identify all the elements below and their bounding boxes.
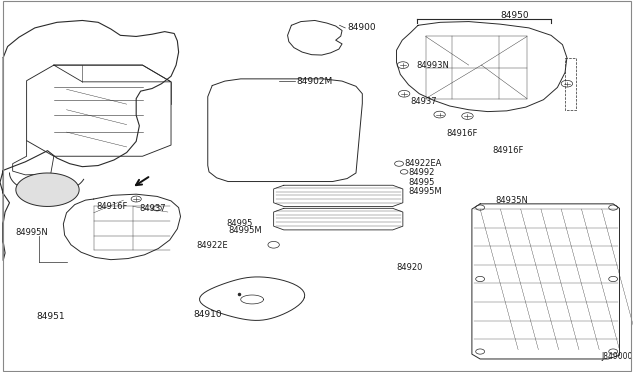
Polygon shape [16, 173, 79, 206]
Text: 84992: 84992 [408, 168, 435, 177]
Text: 84920: 84920 [396, 263, 422, 272]
Text: 84902M: 84902M [296, 77, 333, 86]
Text: 84916F: 84916F [447, 129, 478, 138]
Text: 84995: 84995 [227, 219, 253, 228]
Text: 84900: 84900 [347, 23, 376, 32]
Text: 84935N: 84935N [495, 196, 528, 205]
Text: 84995: 84995 [408, 178, 435, 187]
Text: 84922E: 84922E [196, 241, 228, 250]
Text: 84995M: 84995M [408, 187, 442, 196]
Text: 84916F: 84916F [493, 146, 524, 155]
Text: J849000: J849000 [602, 352, 633, 361]
Text: 84950: 84950 [500, 11, 529, 20]
Text: 84993N: 84993N [417, 61, 450, 70]
Text: 84995N: 84995N [16, 228, 49, 237]
Text: 84937: 84937 [140, 204, 166, 213]
Text: 84937: 84937 [410, 97, 437, 106]
Text: 84922EA: 84922EA [404, 159, 442, 168]
Text: 84916F: 84916F [96, 202, 127, 211]
Text: 84995M: 84995M [228, 226, 262, 235]
Text: 84951: 84951 [36, 312, 65, 321]
Text: 84910: 84910 [193, 310, 222, 319]
